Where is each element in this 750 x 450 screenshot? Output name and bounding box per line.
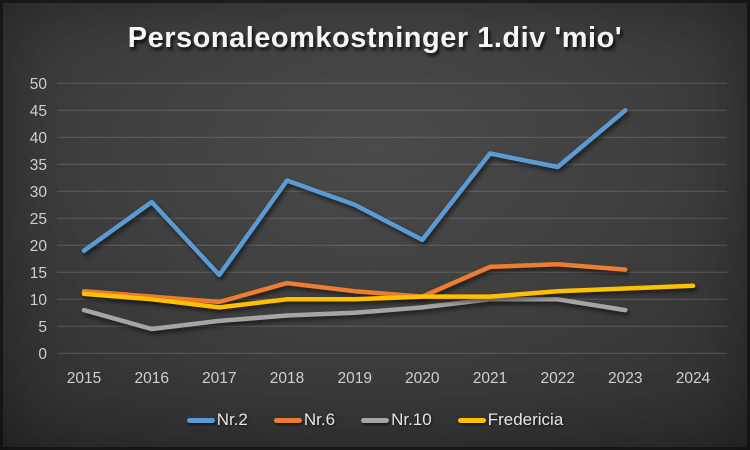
legend-label: Nr.6 xyxy=(303,410,336,429)
chart-title: Personaleomkostninger 1.div 'mio' xyxy=(127,22,623,54)
x-axis-tick-label: 2017 xyxy=(202,370,236,387)
y-axis-tick-label: 30 xyxy=(30,184,48,201)
y-axis-tick-label: 20 xyxy=(30,238,48,255)
chart-legend: Nr.2 Nr.6 Nr.10 Fredericia xyxy=(0,404,750,436)
legend-label: Nr.2 xyxy=(216,410,248,429)
y-axis-tick-label: 50 xyxy=(30,76,48,93)
legend-marker-fredericia xyxy=(457,417,486,423)
y-axis-tick-label: 5 xyxy=(38,319,47,336)
series-line-nr2 xyxy=(81,108,628,278)
x-axis-tick-label: 2019 xyxy=(337,370,371,387)
x-axis-tick-label: 2022 xyxy=(540,370,574,387)
y-axis-tick-label: 35 xyxy=(30,157,47,174)
legend-marker-nr2 xyxy=(186,417,215,423)
x-axis-tick-label: 2018 xyxy=(270,370,304,387)
y-axis-tick-label: 15 xyxy=(30,265,47,282)
legend-item-fredericia: Fredericia xyxy=(457,410,564,430)
y-axis-tick-label: 25 xyxy=(30,211,47,228)
y-axis-tick-label: 0 xyxy=(38,346,47,363)
series-line-nr10 xyxy=(81,297,628,332)
x-axis-tick-label: 2024 xyxy=(676,370,711,387)
x-axis-tick-label: 2023 xyxy=(608,370,642,387)
legend-label: Nr.10 xyxy=(391,410,432,429)
x-axis-tick-label: 2015 xyxy=(67,370,101,387)
x-axis-tick-label: 2021 xyxy=(473,370,507,387)
legend-marker-nr10 xyxy=(361,417,390,423)
legend-marker-nr6 xyxy=(273,417,302,423)
x-axis-tick-label: 2016 xyxy=(134,370,168,387)
series-line-nr6 xyxy=(81,261,628,305)
legend-item-nr2: Nr.2 xyxy=(186,410,248,430)
legend-item-nr6: Nr.6 xyxy=(273,410,336,430)
series-line-fredericia xyxy=(81,283,696,310)
legend-label: Fredericia xyxy=(487,410,564,429)
y-axis-tick-label: 40 xyxy=(30,130,48,147)
y-axis-tick-label: 45 xyxy=(30,103,47,120)
x-axis-tick-label: 2020 xyxy=(405,370,440,387)
y-axis-tick-label: 10 xyxy=(30,292,48,309)
legend-item-nr10: Nr.10 xyxy=(361,410,432,430)
